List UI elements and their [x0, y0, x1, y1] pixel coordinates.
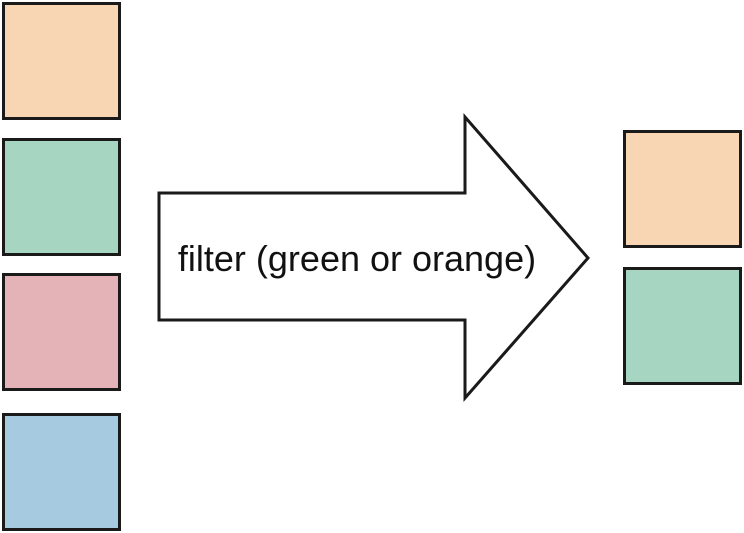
output-square-green — [623, 267, 742, 385]
output-square-orange — [623, 130, 742, 248]
filter-label: filter (green or orange) — [178, 238, 536, 279]
